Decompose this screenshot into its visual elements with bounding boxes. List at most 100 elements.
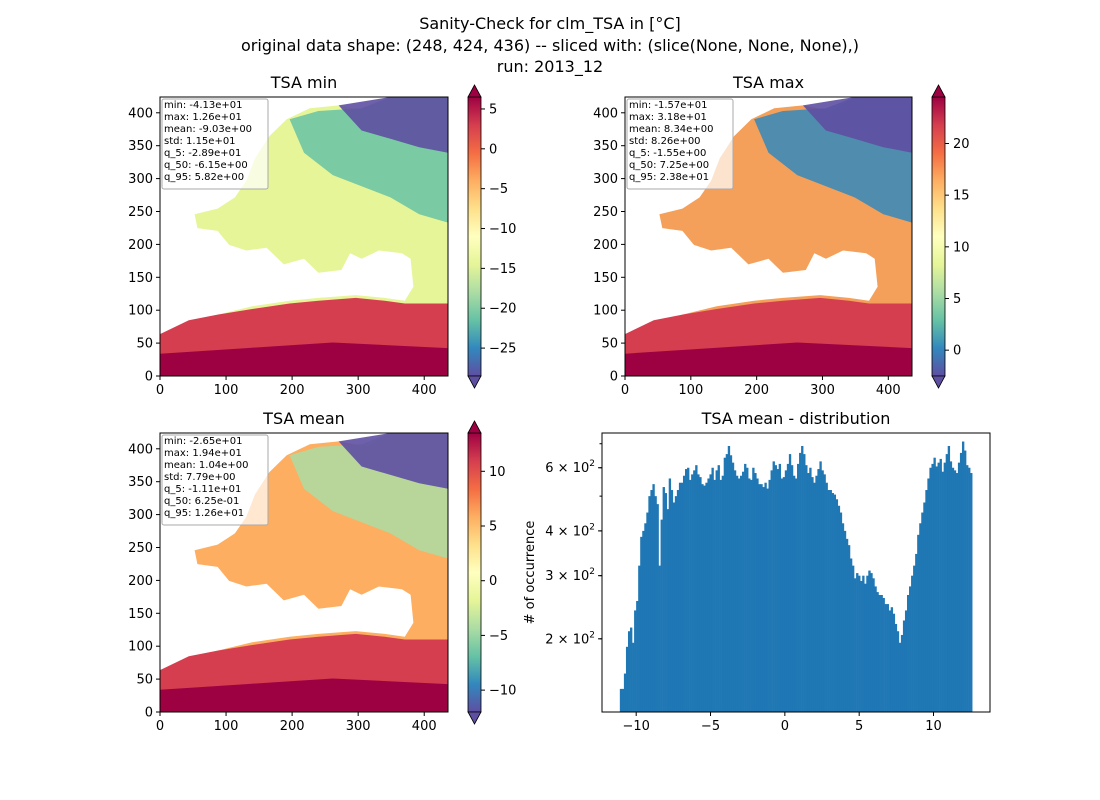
colorbar [931,96,946,377]
histogram-bar [807,473,810,712]
map-ytick-label: 150 [593,271,618,286]
map-title: TSA max [732,73,804,92]
histogram-bar [866,575,869,712]
histogram-bar [925,490,928,712]
colorbar-extend-top [467,420,482,434]
colorbar-tick-label: 0 [489,142,497,157]
histogram-bar [913,565,916,712]
histogram-bar [872,578,875,712]
histogram-bar [697,474,700,712]
map-axes-frame [159,96,449,377]
histogram-bar [699,477,702,712]
map-title: TSA min [270,73,337,92]
histogram-bar [917,534,920,712]
histogram-bar [740,475,743,712]
histogram-bar [862,575,865,712]
histogram-bar [898,642,902,712]
histogram-bar [776,469,779,712]
histogram-bar [731,462,735,712]
histogram-ytick-label: 2 × 102 [545,630,595,647]
histogram-xtick-label: 5 [855,719,863,734]
stats-line: max: 1.26e+01 [164,112,242,123]
stats-line: std: 7.79e+00 [164,472,236,483]
map-ytick-label: 300 [128,508,153,523]
histogram-bar [737,478,741,712]
histogram-bar [666,509,670,712]
histogram-bar [896,631,900,712]
histogram-bar [797,463,800,712]
histogram-bar [625,646,629,712]
map-xtick-label: 300 [346,719,371,734]
colorbar-tick-label: 5 [489,520,497,535]
histogram-bar [892,613,896,712]
histogram-bar [817,469,820,712]
histogram-bar [760,484,763,712]
map-field [160,97,448,376]
map-ytick-label: 200 [128,574,153,589]
histogram-bar [725,454,729,712]
histogram-bar [809,467,812,712]
stats-line: mean: 1.04e+00 [164,460,248,471]
stats-box [626,98,734,190]
stats-box [161,98,269,190]
stats-line: min: -4.13e+01 [164,100,243,111]
histogram-bar [630,627,633,712]
colorbar-extend-bottom [931,375,946,389]
histogram-bar [949,461,953,712]
histogram-bar [766,488,769,712]
histogram-bar [717,465,720,712]
colorbar-tick-label: 0 [953,344,961,359]
map-xtick-label: 200 [280,719,305,734]
map-ytick-label: 200 [128,238,153,253]
histogram-bar [723,457,727,712]
histogram-bar [888,610,891,712]
histogram-bar [758,484,761,712]
stats-line: q_5: -1.55e+00 [629,148,706,159]
histogram-bar [660,519,663,712]
map-xtick-label: 400 [876,383,901,398]
histogram-bar [841,523,845,712]
histogram-bar [689,479,692,712]
histogram-bar [858,575,861,712]
colorbar-tick-label: 10 [489,465,506,480]
ytick-exponent: 2 [589,630,595,640]
map-ytick-label: 0 [610,370,618,385]
stats-line: min: -2.65e+01 [164,436,243,447]
histogram-bar [854,578,857,712]
histogram-bar [680,482,684,712]
histogram-bar [742,471,745,712]
map-very-hot-region [160,342,448,376]
stats-line: q_95: 1.26e+01 [164,508,244,519]
histogram-bar [966,465,969,712]
map-ytick-label: 350 [593,139,618,154]
colorbar-tick-label: −20 [489,302,516,317]
map-ytick-label: 350 [128,139,153,154]
histogram-bar [878,594,881,712]
histogram-bar [823,474,826,712]
histogram-bar [627,631,631,712]
histogram-bar [634,610,637,712]
colorbar-tick-label: −5 [489,629,508,644]
map-xtick-label: 0 [621,383,629,398]
histogram-bar [691,474,694,712]
histogram-bar [644,523,647,712]
map-xtick-label: 400 [412,719,437,734]
map-ytick-label: 100 [128,640,153,655]
map-ytick-label: 400 [128,106,153,121]
histogram-bar [894,623,898,712]
map-title: TSA mean [262,409,345,428]
histogram-bar [621,688,625,712]
map-ytick-label: 100 [593,304,618,319]
histogram-bar [961,441,965,712]
map-ytick-label: 50 [601,337,618,352]
histogram-bar [727,445,731,712]
colorbar-tick-label: 0 [489,574,497,589]
histogram-bar [619,688,623,712]
colorbar-extend-bottom [467,711,482,725]
histogram-bar [772,461,775,712]
histogram-bar [662,487,665,712]
colorbar-tick-label: −25 [489,342,516,357]
histogram-bar [762,487,765,712]
histogram-bar [951,467,955,712]
histogram-bar [811,477,814,712]
